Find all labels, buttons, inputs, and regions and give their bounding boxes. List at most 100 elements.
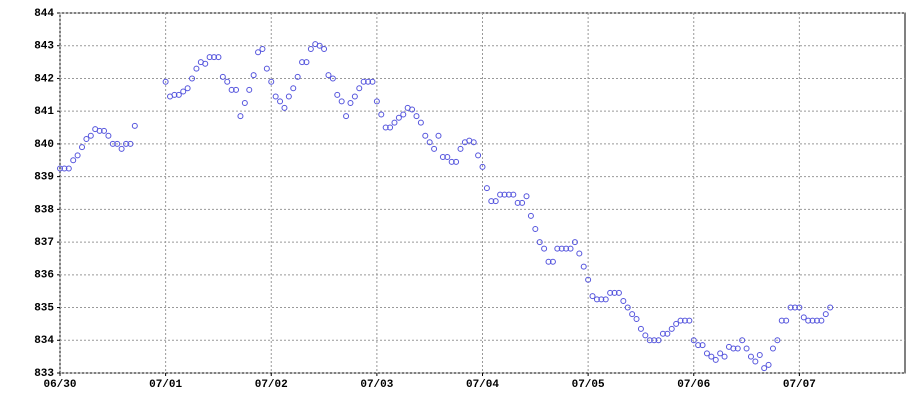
data-point (470, 139, 477, 146)
data-point (800, 314, 807, 321)
data-point (708, 353, 715, 360)
data-point (475, 152, 482, 159)
data-point (127, 140, 134, 147)
data-point (382, 124, 389, 131)
data-point (752, 358, 759, 365)
data-point (611, 289, 618, 296)
data-point (395, 114, 402, 121)
y-tick-label: 836 (34, 270, 54, 282)
data-point (391, 119, 398, 126)
x-tick-label: 07/06 (677, 379, 710, 391)
y-tick-label: 839 (34, 172, 54, 184)
data-point (778, 317, 785, 324)
data-point (409, 106, 416, 113)
data-point (813, 317, 820, 324)
data-point (422, 132, 429, 139)
data-point (360, 78, 367, 85)
data-point (400, 111, 407, 118)
x-tick-label: 07/03 (360, 379, 393, 391)
data-point (717, 350, 724, 357)
data-point (431, 145, 438, 152)
data-point (439, 154, 446, 160)
data-point (162, 78, 169, 85)
data-point (576, 250, 583, 257)
data-point (259, 46, 266, 52)
data-point (74, 152, 81, 159)
data-point (338, 98, 345, 105)
data-point (281, 104, 288, 111)
data-point (189, 75, 196, 82)
data-point (241, 100, 248, 106)
data-point (219, 73, 226, 80)
data-point (527, 212, 534, 219)
data-point (114, 140, 121, 147)
data-point (351, 93, 358, 100)
y-tick-label: 837 (34, 237, 54, 249)
y-tick-label: 843 (34, 41, 54, 53)
data-point (519, 199, 526, 206)
data-point (646, 337, 653, 344)
data-point (664, 330, 671, 337)
data-point (602, 296, 609, 303)
data-point (580, 263, 587, 270)
data-point (246, 86, 253, 93)
data-point (453, 158, 460, 165)
data-point (523, 193, 530, 200)
data-point (206, 54, 213, 61)
data-point (334, 91, 341, 98)
data-point (123, 140, 130, 147)
data-point (633, 316, 640, 322)
data-point (299, 59, 306, 66)
data-point (796, 304, 803, 311)
data-point (435, 132, 442, 139)
data-point (272, 93, 279, 100)
data-point (347, 100, 354, 106)
data-point (255, 49, 262, 56)
data-point (343, 113, 350, 120)
y-tick-label: 835 (34, 302, 54, 314)
data-point (65, 165, 72, 172)
x-tick-label: 07/05 (572, 379, 605, 391)
data-point (87, 132, 94, 139)
data-point (263, 65, 270, 72)
data-point (747, 353, 754, 360)
data-point (202, 60, 209, 67)
data-point (827, 304, 834, 311)
data-point (378, 111, 385, 118)
data-point (57, 165, 63, 172)
data-point (488, 198, 495, 205)
data-point (96, 127, 103, 134)
data-point (79, 144, 86, 151)
data-point (413, 113, 420, 120)
data-point (541, 245, 548, 252)
data-point (690, 337, 697, 344)
data-point (501, 191, 508, 198)
y-tick-label: 834 (34, 335, 54, 347)
data-point (567, 245, 574, 252)
y-tick-label: 838 (34, 204, 54, 216)
data-point (83, 136, 90, 142)
data-point (492, 198, 499, 205)
data-point (791, 304, 798, 311)
data-point (695, 342, 702, 349)
data-point (237, 113, 244, 120)
data-point (734, 345, 741, 352)
data-point (70, 157, 77, 164)
data-point (743, 345, 750, 352)
data-point (637, 325, 644, 332)
data-point (769, 345, 776, 352)
x-tick-label: 07/02 (255, 379, 288, 391)
data-point (624, 304, 631, 311)
data-point (105, 132, 112, 139)
data-point (356, 85, 363, 92)
data-point (303, 59, 310, 66)
data-point (444, 154, 451, 160)
data-point (699, 342, 706, 349)
data-point (180, 88, 187, 95)
data-point (233, 86, 240, 93)
data-point (277, 98, 284, 105)
data-point (290, 85, 297, 92)
data-point (215, 54, 222, 61)
data-point (448, 158, 455, 165)
data-point (532, 226, 539, 232)
